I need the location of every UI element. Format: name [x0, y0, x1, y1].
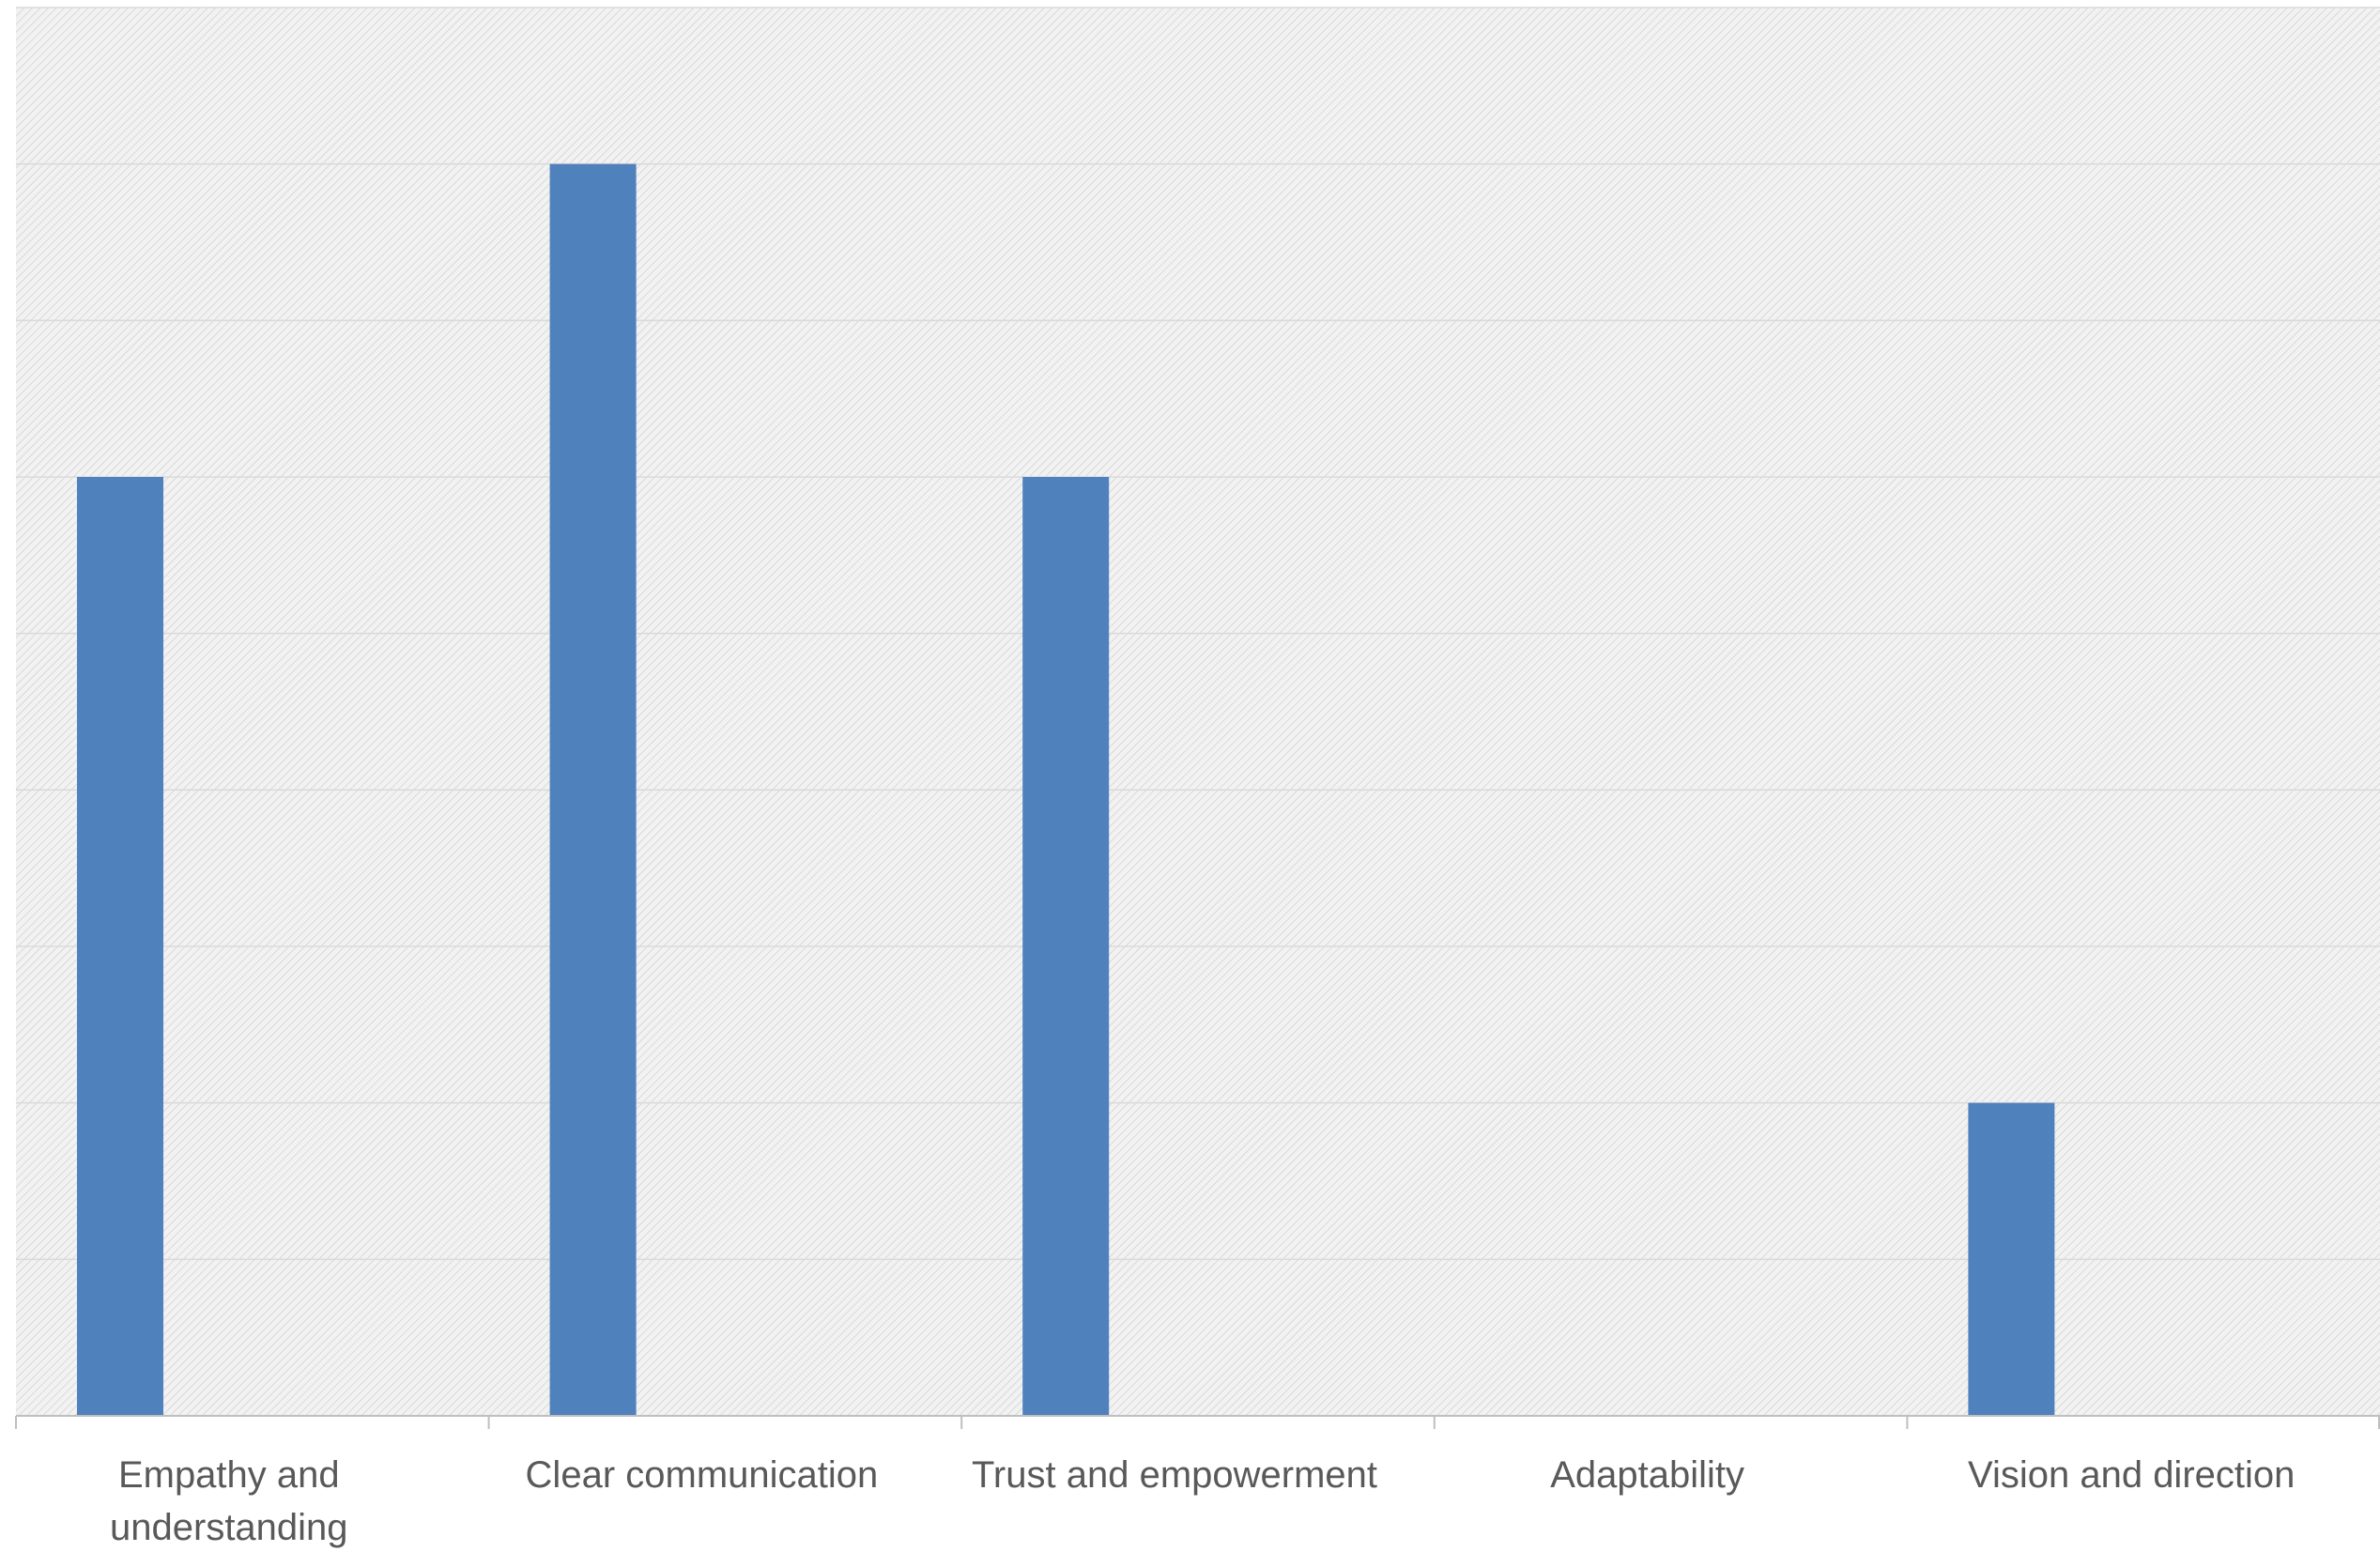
- gridlines: [16, 7, 2380, 1261]
- x-tick-label-line: Trust and empowerment: [972, 1454, 1377, 1496]
- x-tick-label-2: Trust and empowerment: [972, 1454, 1377, 1496]
- x-tick-label-line: Clear communication: [526, 1454, 879, 1496]
- bar-1: [549, 163, 637, 1417]
- x-tick-label-3: Adaptability: [1550, 1454, 1744, 1496]
- bar-0: [77, 477, 163, 1416]
- x-axis: [15, 1415, 2380, 1429]
- x-tick-labels: Empathy and understanding Clear communicat…: [110, 1454, 2295, 1548]
- x-tick-label-1: Clear communication: [526, 1454, 879, 1496]
- bars: [77, 163, 2055, 1417]
- bar-2: [1022, 477, 1110, 1416]
- x-tick-label-line: Adaptability: [1550, 1454, 1744, 1496]
- x-tick-label-line: Vision and direction: [1968, 1454, 2295, 1496]
- bar-4: [1968, 1102, 2055, 1416]
- x-tick-label-line: understanding: [110, 1507, 348, 1548]
- x-tick-label-line: Empathy and: [118, 1454, 340, 1496]
- x-tick-label-4: Vision and direction: [1968, 1454, 2295, 1496]
- x-tick-label-0: Empathy and understanding: [110, 1454, 348, 1548]
